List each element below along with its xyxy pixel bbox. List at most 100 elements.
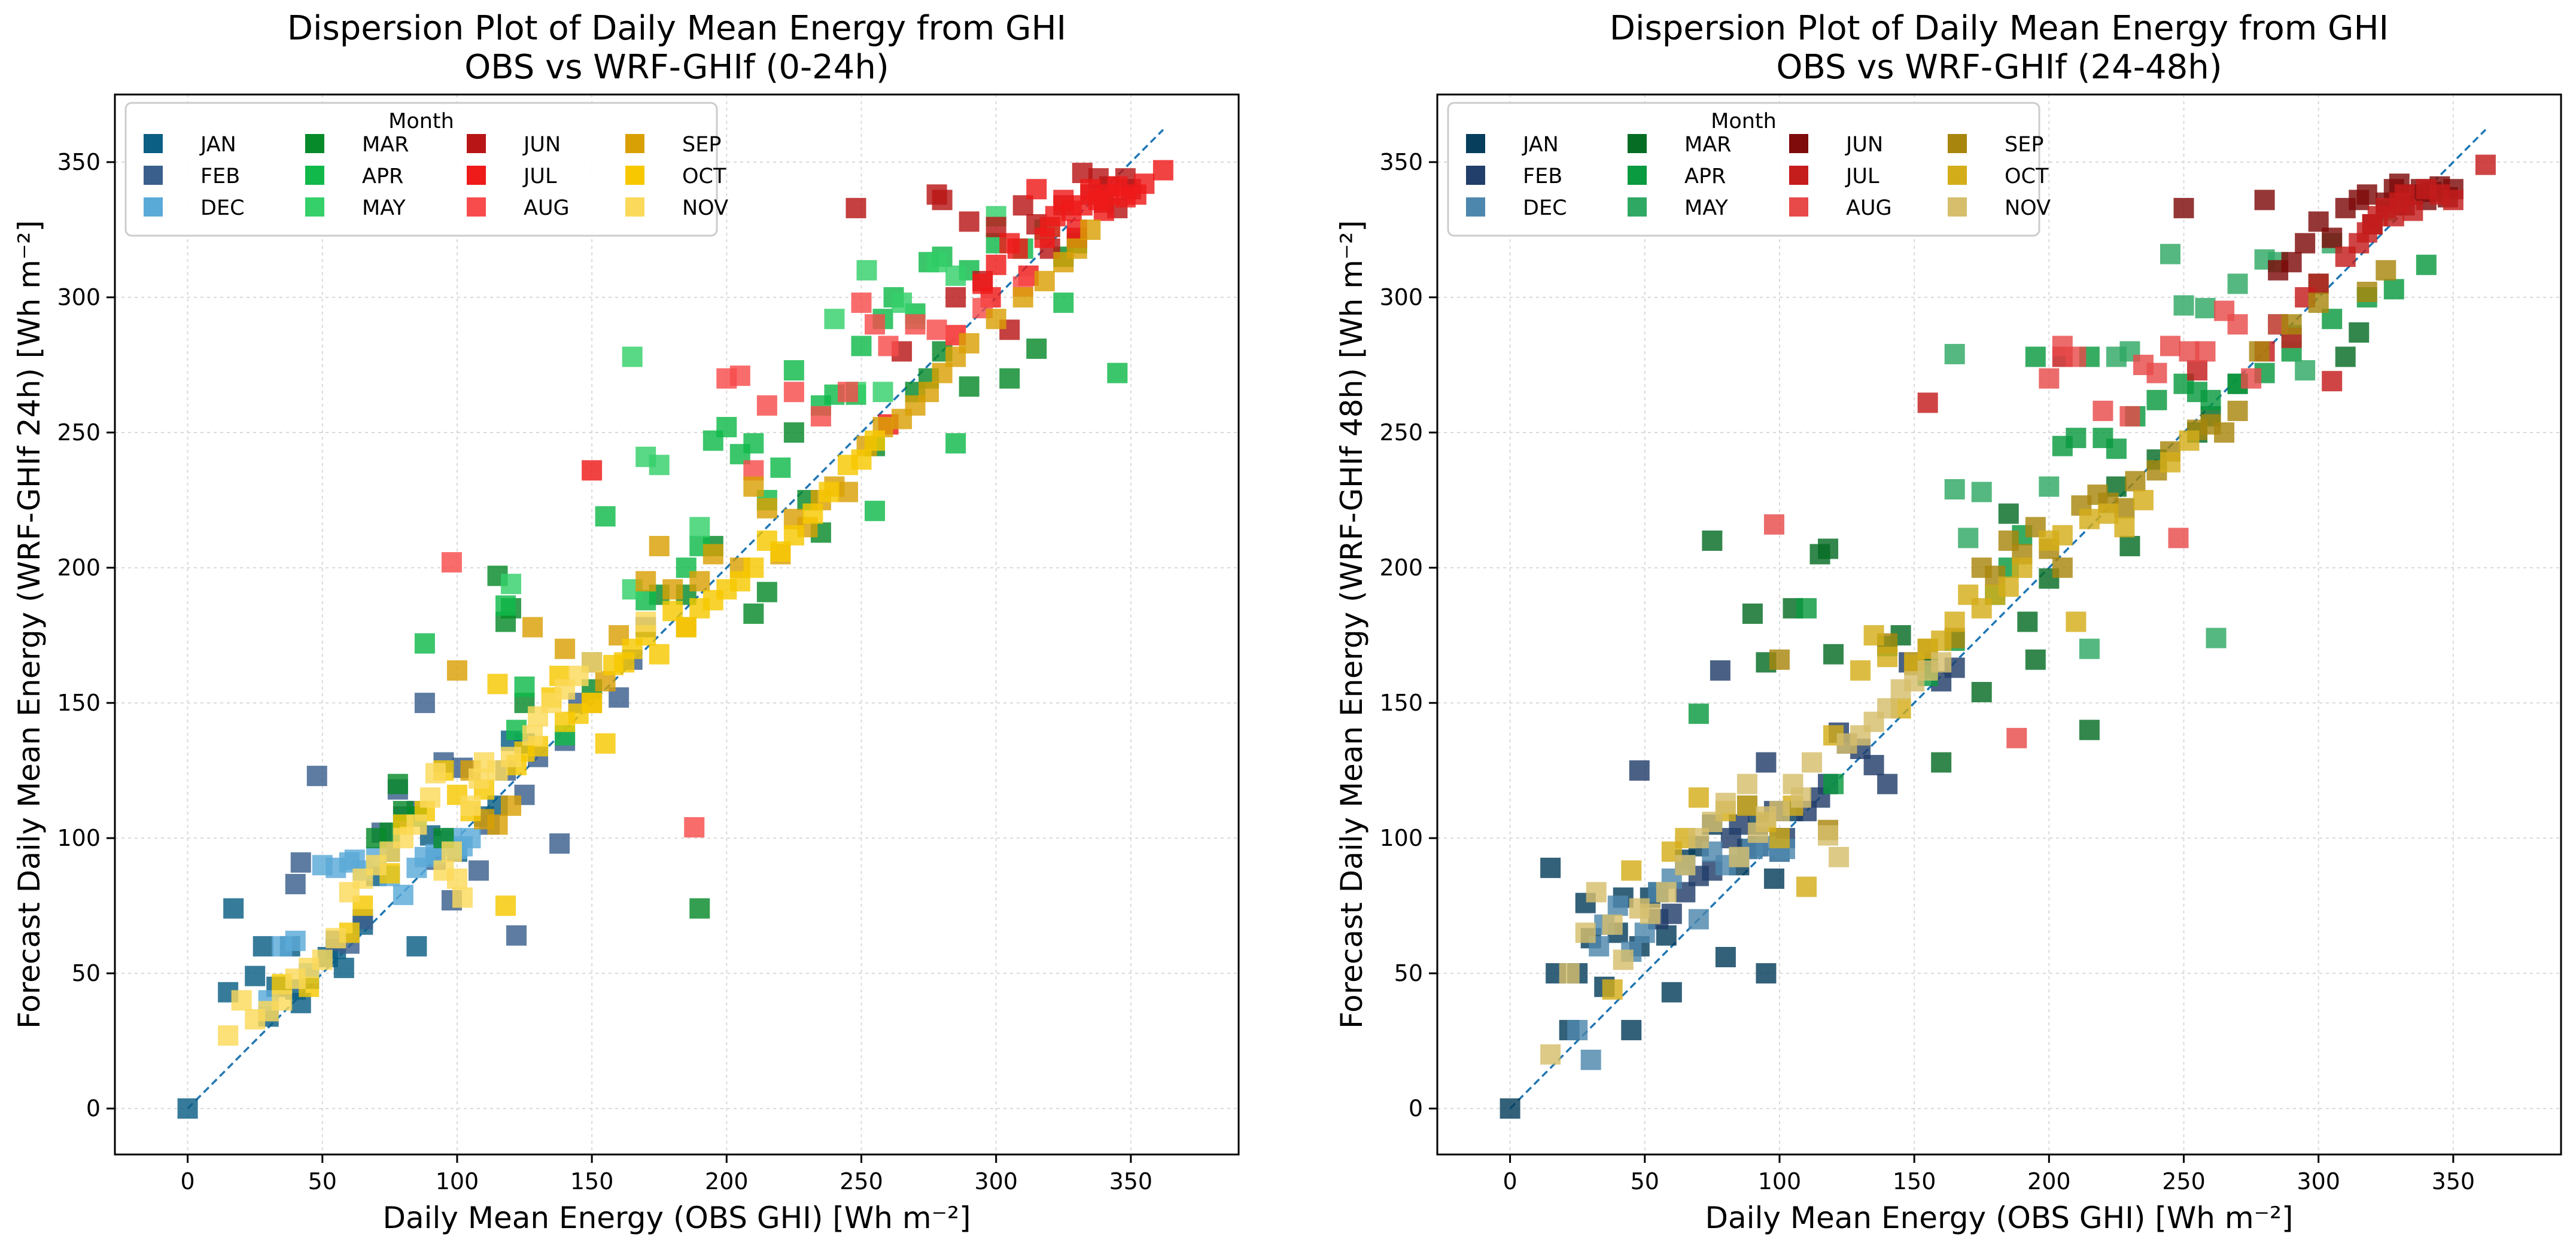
legend-marker-jul: [1789, 166, 1808, 185]
point-sep: [756, 498, 777, 519]
point-aug: [2093, 400, 2113, 421]
point-may: [1958, 528, 1979, 549]
point-nov: [1540, 1044, 1561, 1065]
point-may: [945, 265, 966, 286]
point-sep: [919, 382, 939, 403]
point-jul: [2402, 200, 2423, 221]
point-may: [2079, 638, 2100, 659]
legend-marker-mar: [1628, 134, 1647, 153]
point-aug: [756, 395, 777, 416]
point-feb: [1877, 773, 1898, 794]
x-tick-label: 250: [840, 1168, 883, 1195]
point-nov: [522, 725, 543, 746]
point-oct: [1602, 979, 1623, 1000]
legend-marker-may: [305, 197, 324, 217]
data-points: [1500, 154, 2496, 1119]
legend-label-dec: DEC: [1523, 196, 1567, 220]
point-sep: [501, 795, 522, 816]
point-may: [2039, 476, 2060, 497]
point-apr: [495, 595, 516, 616]
point-feb: [1863, 755, 1884, 776]
point-nov: [1586, 882, 1607, 903]
point-feb: [468, 860, 489, 881]
point-sep: [662, 579, 683, 600]
point-mar: [689, 898, 710, 919]
point-apr: [783, 360, 804, 381]
point-mar: [1026, 338, 1047, 359]
point-jun: [959, 211, 980, 232]
chart-subtitle: OBS vs WRF-GHIf (24-48h): [1776, 48, 2222, 87]
legend-label-mar: MAR: [1684, 133, 1731, 157]
point-apr: [1053, 293, 1074, 313]
legend-label-dec: DEC: [200, 196, 245, 220]
legend-marker-may: [1628, 197, 1647, 217]
point-apr: [1796, 598, 1817, 619]
x-tick-label: 100: [1758, 1168, 1802, 1195]
x-axis-label: Daily Mean Energy (OBS GHI) [Wh m⁻²]: [382, 1201, 971, 1235]
point-sep: [2227, 400, 2248, 421]
y-tick-label: 200: [57, 555, 101, 581]
y-axis-label: Forecast Daily Mean Energy (WRF-GHIf 48h…: [1334, 220, 1369, 1029]
point-nov: [446, 868, 467, 889]
point-jul: [582, 460, 603, 481]
point-may: [856, 260, 877, 281]
legend-label-oct: OCT: [2005, 164, 2049, 188]
point-may: [2206, 627, 2227, 648]
point-apr: [414, 633, 435, 654]
legend-label-aug: AUG: [524, 196, 570, 220]
reference-line: [1509, 129, 2487, 1110]
point-oct: [1850, 660, 1871, 681]
point-jun: [945, 287, 966, 308]
point-nov: [1829, 846, 1850, 867]
point-mar: [999, 368, 1020, 389]
point-nov: [635, 611, 656, 632]
x-axis-label: Daily Mean Energy (OBS GHI) [Wh m⁻²]: [1705, 1201, 2293, 1235]
point-aug: [837, 382, 858, 403]
point-nov: [1931, 652, 1952, 673]
point-oct: [2066, 611, 2087, 632]
y-tick-label: 350: [1379, 149, 1423, 175]
legend-marker-nov: [1948, 197, 1967, 217]
point-oct: [595, 733, 616, 754]
point-sep: [2249, 341, 2270, 362]
point-oct: [2179, 430, 2200, 451]
point-mar: [783, 422, 804, 443]
point-mar: [1931, 752, 1952, 773]
point-mar: [959, 376, 980, 397]
point-dec: [1634, 922, 1655, 943]
point-aug: [729, 365, 750, 386]
point-jan: [177, 1098, 198, 1119]
point-dec: [1580, 1049, 1601, 1070]
point-apr: [2383, 279, 2404, 300]
point-jan: [333, 958, 354, 979]
point-may: [824, 309, 845, 330]
point-jul: [1152, 160, 1173, 181]
point-may: [1944, 343, 1965, 364]
point-nov: [231, 990, 252, 1011]
point-apr: [2025, 346, 2046, 367]
point-jul: [986, 254, 1006, 275]
point-jun: [2295, 233, 2316, 254]
point-may: [926, 252, 947, 273]
point-jan: [1661, 982, 1682, 1003]
point-jan: [1540, 857, 1561, 878]
point-oct: [1688, 787, 1709, 808]
point-apr: [2106, 438, 2127, 459]
point-oct: [676, 617, 697, 638]
point-oct: [1998, 576, 2019, 597]
point-sep: [1012, 287, 1033, 308]
point-sep: [689, 571, 710, 592]
legend-label-sep: SEP: [682, 133, 721, 157]
point-may: [1944, 479, 1965, 499]
chart-title: Dispersion Plot of Daily Mean Energy fro…: [287, 9, 1066, 48]
point-feb: [285, 873, 306, 894]
point-may: [689, 517, 710, 538]
point-sep: [837, 482, 858, 502]
legend-label-may: MAY: [362, 196, 406, 220]
point-oct: [1621, 860, 1642, 881]
legend: Month JAN FEB DEC MAR APR MAY JUN JUL AUG SEP OCT N…: [1447, 102, 2051, 237]
point-nov: [1602, 914, 1623, 935]
point-oct: [582, 693, 603, 714]
point-feb: [549, 833, 570, 854]
y-tick-label: 0: [1409, 1095, 1423, 1122]
